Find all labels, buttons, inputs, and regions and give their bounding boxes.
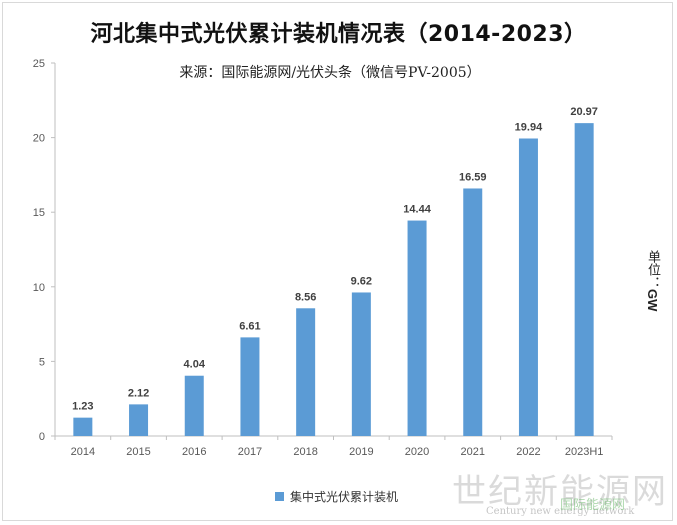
watermark-overlay: 国际能源网 xyxy=(560,498,626,513)
data-label: 14.44 xyxy=(403,204,431,216)
watermark-subtitle: Century new energy network xyxy=(486,506,635,517)
bar xyxy=(73,417,93,436)
bar xyxy=(351,292,371,436)
data-label: 4.04 xyxy=(184,359,206,371)
bar xyxy=(296,308,316,436)
data-label: 6.61 xyxy=(239,320,260,332)
legend-swatch xyxy=(275,492,284,501)
unit-value: GW xyxy=(645,289,660,312)
x-tick-label: 2020 xyxy=(405,446,429,458)
watermark-logo: 世纪新能源网 xyxy=(452,472,668,512)
x-tick-label: 2014 xyxy=(71,446,95,458)
y-tick-label: 15 xyxy=(33,207,45,219)
x-tick-label: 2015 xyxy=(126,446,150,458)
x-tick-label: 2023H1 xyxy=(565,446,604,458)
y-tick-label: 0 xyxy=(39,431,45,443)
bar xyxy=(518,138,538,437)
bar xyxy=(574,123,594,437)
data-label: 20.97 xyxy=(570,106,598,118)
y-tick-label: 5 xyxy=(39,356,45,368)
chart-title: 河北集中式光伏累计装机情况表（2014-2023） xyxy=(90,22,587,47)
x-tick-label: 2021 xyxy=(461,446,485,458)
x-tick-label: 2019 xyxy=(349,446,373,458)
bar xyxy=(184,375,204,436)
chart-frame xyxy=(2,2,673,521)
y-tick-label: 10 xyxy=(33,282,45,294)
legend: 集中式光伏累计装机 xyxy=(275,488,398,505)
bar xyxy=(463,188,483,436)
data-label: 8.56 xyxy=(295,291,316,303)
data-label: 9.62 xyxy=(351,275,372,287)
unit-label-text: 单位： xyxy=(645,250,660,289)
unit-label: 单位：GW xyxy=(622,250,662,330)
legend-label: 集中式光伏累计装机 xyxy=(290,490,399,504)
y-tick-label: 20 xyxy=(33,133,45,145)
y-tick-label: 25 xyxy=(33,58,45,70)
x-tick-label: 2016 xyxy=(182,446,206,458)
data-label: 19.94 xyxy=(515,121,543,133)
chart-subtitle: 来源：国际能源网/光伏头条（微信号PV-2005） xyxy=(179,65,481,81)
x-tick-label: 2018 xyxy=(293,446,317,458)
x-tick-label: 2022 xyxy=(516,446,540,458)
x-tick-label: 2017 xyxy=(238,446,262,458)
data-label: 1.23 xyxy=(72,401,93,413)
bar xyxy=(129,404,149,436)
bar xyxy=(407,220,427,436)
data-label: 2.12 xyxy=(128,387,149,399)
data-label: 16.59 xyxy=(459,171,487,183)
bar xyxy=(240,337,260,436)
